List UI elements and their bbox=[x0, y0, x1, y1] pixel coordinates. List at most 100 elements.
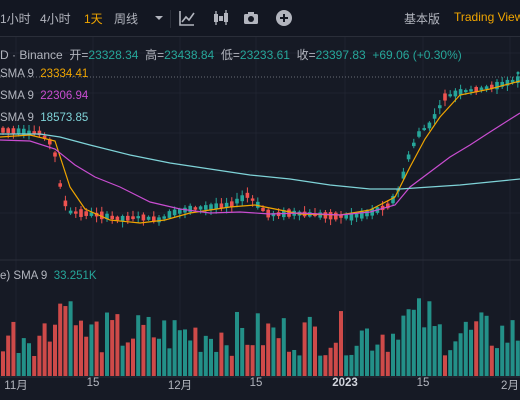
volume-bar bbox=[229, 355, 234, 376]
volume-bar bbox=[396, 339, 401, 376]
volume-bar bbox=[73, 325, 78, 376]
volume-bar bbox=[375, 344, 380, 376]
candle bbox=[510, 79, 515, 83]
chevron-down-icon[interactable] bbox=[150, 9, 168, 27]
candle bbox=[131, 216, 135, 220]
x-axis-label: 15 bbox=[416, 377, 430, 389]
volume-bar bbox=[437, 324, 442, 376]
candle bbox=[188, 205, 192, 213]
volume-bar bbox=[89, 324, 94, 376]
volume-bar bbox=[58, 303, 63, 376]
candle bbox=[500, 81, 504, 87]
camera-icon[interactable] bbox=[242, 9, 260, 27]
candle bbox=[406, 154, 411, 160]
volume-bar bbox=[53, 324, 57, 376]
volume-bar bbox=[484, 315, 489, 376]
volume-bar bbox=[146, 316, 151, 376]
add-icon[interactable] bbox=[275, 9, 293, 27]
candle bbox=[22, 128, 26, 135]
candle bbox=[250, 198, 255, 201]
volume-bar bbox=[313, 326, 317, 376]
candle bbox=[334, 212, 338, 220]
volume-bar bbox=[245, 344, 250, 376]
candle bbox=[256, 201, 260, 208]
change-value: +69.06 (+0.30%) bbox=[372, 48, 462, 62]
volume-bar bbox=[411, 309, 416, 376]
high-label: 高= bbox=[145, 48, 165, 62]
candle bbox=[11, 128, 16, 134]
timeframe-4h[interactable]: 4小时 bbox=[40, 12, 71, 26]
volume-bar bbox=[432, 326, 437, 376]
volume-bar bbox=[307, 316, 312, 376]
volume-bar bbox=[203, 335, 208, 376]
candle bbox=[105, 213, 109, 220]
candle bbox=[230, 201, 234, 207]
sma-line bbox=[0, 133, 520, 190]
candle bbox=[178, 208, 182, 214]
candle bbox=[453, 90, 458, 97]
volume-bar bbox=[463, 321, 468, 376]
candle bbox=[219, 203, 224, 209]
volume-bar bbox=[219, 332, 224, 376]
volume-bar bbox=[495, 348, 499, 376]
volume-bar bbox=[505, 342, 510, 376]
candle bbox=[448, 94, 452, 97]
low-value: 23233.61 bbox=[239, 48, 290, 62]
tradingview-button[interactable]: Trading View bbox=[454, 10, 520, 24]
x-axis-label: 11月 bbox=[4, 380, 28, 392]
timeframe-1h[interactable]: 1小时 bbox=[0, 12, 31, 26]
volume-bar bbox=[422, 327, 427, 376]
volume-bar bbox=[63, 306, 68, 376]
sma-value: 18573.85 bbox=[40, 112, 89, 124]
volume-bar bbox=[469, 329, 473, 376]
sma-value: 22306.94 bbox=[40, 90, 89, 102]
volume-bar bbox=[157, 338, 161, 376]
candle bbox=[1, 127, 5, 133]
volume-bar bbox=[21, 338, 26, 376]
volume-bar bbox=[183, 329, 187, 376]
candle bbox=[224, 202, 229, 208]
volume-bar bbox=[131, 338, 135, 376]
sma-legend-1[interactable]: SMA 9 23334.41 bbox=[0, 68, 88, 80]
timeframe-1d[interactable]: 1天 bbox=[84, 12, 103, 26]
volume-bar bbox=[349, 354, 354, 376]
x-axis-label: 15 bbox=[86, 377, 100, 389]
basic-version-button[interactable]: 基本版 bbox=[404, 12, 441, 26]
candle bbox=[469, 89, 473, 92]
volume-bar bbox=[292, 349, 297, 376]
candle bbox=[27, 130, 31, 134]
volume-bar bbox=[287, 351, 291, 376]
candle bbox=[162, 216, 166, 219]
volume-bar bbox=[84, 336, 89, 376]
sma-legend-3[interactable]: SMA 9 18573.85 bbox=[0, 112, 88, 124]
candles-icon[interactable] bbox=[212, 9, 230, 27]
candle bbox=[458, 89, 463, 95]
candle bbox=[146, 216, 151, 220]
volume-bar bbox=[354, 345, 359, 376]
volume-bar bbox=[453, 341, 458, 376]
volume-bar bbox=[110, 320, 115, 376]
volume-bar bbox=[16, 352, 21, 376]
volume-bar bbox=[302, 322, 307, 376]
candle bbox=[464, 90, 468, 93]
candle bbox=[58, 183, 62, 187]
volume-bar bbox=[401, 315, 406, 376]
volume-legend[interactable]: e) SMA 9 33.251K bbox=[0, 270, 97, 282]
candle bbox=[401, 171, 406, 179]
candle bbox=[432, 114, 437, 119]
candle bbox=[79, 209, 83, 217]
candle bbox=[37, 130, 42, 136]
volume-bar bbox=[427, 301, 432, 376]
indicators-icon[interactable] bbox=[178, 9, 196, 27]
volume-bar bbox=[47, 341, 52, 376]
volume-bar bbox=[333, 342, 338, 376]
candle bbox=[245, 192, 250, 198]
price-chart[interactable] bbox=[0, 37, 520, 400]
volume-bar bbox=[359, 330, 364, 376]
volume-bar bbox=[443, 355, 447, 376]
candle bbox=[354, 213, 359, 218]
sma-line bbox=[0, 112, 520, 216]
timeframe-week[interactable]: 周线 bbox=[114, 12, 139, 26]
volume-bar bbox=[489, 345, 494, 376]
sma-legend-2[interactable]: SMA 9 22306.94 bbox=[0, 90, 88, 102]
